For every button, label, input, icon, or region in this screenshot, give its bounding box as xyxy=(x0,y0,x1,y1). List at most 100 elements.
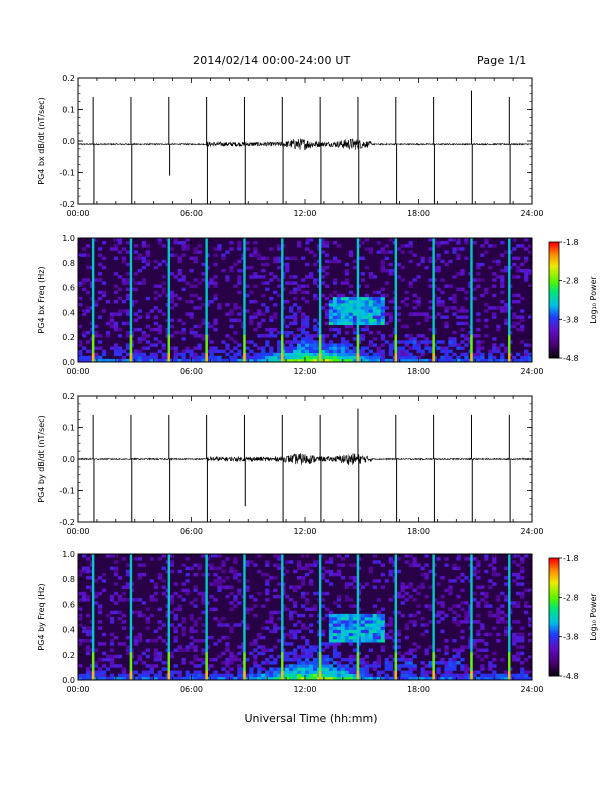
spectrogram-cell xyxy=(137,657,143,662)
spectrogram-cell xyxy=(400,613,405,618)
spectrogram-cell xyxy=(364,676,370,681)
spectrogram-cell xyxy=(145,617,150,621)
spectrogram-cell xyxy=(308,250,314,254)
spectrogram-cell xyxy=(277,358,282,363)
spectrogram-cell xyxy=(253,661,258,665)
spectrogram-cell xyxy=(324,645,330,649)
spectrogram-cell xyxy=(261,358,266,363)
spectrogram-cell xyxy=(436,300,441,304)
colorbar-segment xyxy=(549,644,559,647)
spectrogram-cell xyxy=(460,315,465,319)
spectrogram-cell xyxy=(133,557,139,561)
spectrogram-cell xyxy=(101,572,107,577)
spectrogram-cell xyxy=(153,355,158,360)
spectrogram-cell xyxy=(412,343,417,347)
spectrogram-cell xyxy=(420,585,425,589)
spectrogram-cell xyxy=(237,318,242,322)
spectrogram-cell xyxy=(440,355,445,360)
spectrogram-cell xyxy=(372,309,377,313)
spectrogram-cell xyxy=(125,635,131,640)
spectrogram-cell xyxy=(360,664,366,668)
spectrogram-cell xyxy=(308,648,314,652)
spectrogram-cell xyxy=(305,352,310,357)
spectrogram-cell xyxy=(376,626,381,630)
spectrogram-cell xyxy=(380,358,385,363)
spectrogram-cell xyxy=(328,303,334,307)
spectrogram-cell xyxy=(400,601,405,605)
spectrogram-cell xyxy=(336,626,342,630)
spectrogram-cell xyxy=(384,635,389,640)
spectrogram-cell xyxy=(217,585,222,589)
spectrogram-cell xyxy=(340,664,346,668)
spectrogram-cell xyxy=(133,312,139,316)
spectrogram-cell xyxy=(512,601,517,605)
spike-stripe-base xyxy=(356,671,360,680)
spectrogram-cell xyxy=(456,604,461,608)
spectrogram-cell xyxy=(328,355,334,360)
spectrogram-cell xyxy=(500,278,505,282)
colorbar-tick-label: -1.8 xyxy=(563,554,579,563)
spectrogram-cell xyxy=(101,642,107,646)
spectrogram-cell xyxy=(265,648,270,652)
spectrogram-cell xyxy=(404,352,409,357)
colorbar-segment xyxy=(549,589,559,592)
spectrogram-cell xyxy=(348,626,354,630)
spectrogram-cell xyxy=(320,576,326,580)
spectrogram-cell xyxy=(368,340,373,344)
spectrogram-cell xyxy=(416,300,421,304)
spectrogram-cell xyxy=(372,620,377,624)
spectrogram-cell xyxy=(209,594,214,599)
spectrogram-cell xyxy=(269,620,274,624)
y-tick-label: 0.0 xyxy=(62,676,75,685)
spectrogram-cell xyxy=(476,613,481,618)
y-tick-label: 0.2 xyxy=(62,333,75,342)
spectrogram-cell xyxy=(157,676,162,681)
spectrogram-cell xyxy=(237,275,242,279)
spectrogram-cell xyxy=(289,673,294,678)
spectrogram-cell xyxy=(81,566,87,571)
spectrogram-cell xyxy=(289,352,294,357)
spectrogram-cell xyxy=(332,303,338,307)
spectrogram-cell xyxy=(173,346,178,350)
spectrogram-cell xyxy=(93,300,99,304)
spectrogram-cell xyxy=(217,349,222,353)
spectrogram-cell xyxy=(344,639,350,643)
spectrogram-cell xyxy=(368,315,373,319)
spectrogram-cell xyxy=(153,259,158,264)
spectrogram-cell xyxy=(440,676,445,681)
spectrogram-cell xyxy=(285,667,290,671)
spectrogram-cell xyxy=(225,312,230,316)
spectrogram-cell xyxy=(504,594,509,599)
spectrogram-cell xyxy=(117,676,123,681)
spectrogram-cell xyxy=(113,321,119,326)
spectrogram-cell xyxy=(265,620,270,624)
spectrogram-cell xyxy=(269,610,274,615)
spike-stripe-base xyxy=(205,353,208,362)
spectrogram-cell xyxy=(364,352,370,357)
spectrogram-cell xyxy=(496,607,501,611)
spectrogram-cell xyxy=(157,657,162,662)
spectrogram-cell xyxy=(456,315,461,319)
spectrogram-cell xyxy=(213,253,218,257)
spectrogram-cell xyxy=(456,554,461,558)
spectrogram-cell xyxy=(301,327,306,332)
spectrogram-cell xyxy=(185,579,190,583)
spectrogram-cell xyxy=(500,309,505,313)
spectrogram-cell xyxy=(476,639,481,643)
spectrogram-cell xyxy=(209,349,214,353)
spectrogram-cell xyxy=(388,272,393,276)
spectrogram-cell xyxy=(169,306,174,310)
spectrogram-cell xyxy=(332,673,338,678)
spectrogram-cell xyxy=(360,306,366,310)
spectrogram-cell xyxy=(93,346,99,350)
spectrogram-cell xyxy=(261,318,266,322)
spectrogram-cell xyxy=(285,670,290,674)
spectrogram-cell xyxy=(348,250,354,254)
spectrogram-cell xyxy=(233,623,238,627)
spectrogram-cell xyxy=(340,293,346,298)
spectrogram-cell xyxy=(253,648,258,652)
spectrogram-cell xyxy=(424,563,429,567)
spectrogram-cell xyxy=(396,318,401,322)
spectrogram-cell xyxy=(308,275,314,279)
spectrogram-cell xyxy=(448,340,453,344)
